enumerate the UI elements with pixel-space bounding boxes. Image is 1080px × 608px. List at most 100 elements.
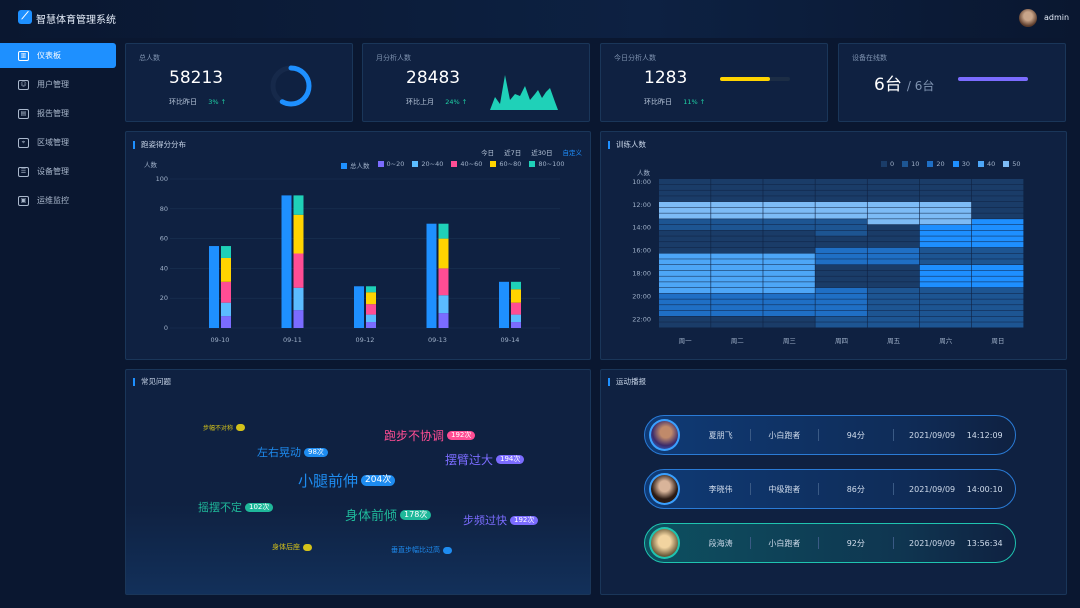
heatmap-cell[interactable] <box>659 242 711 248</box>
heatmap-cell[interactable] <box>763 276 815 282</box>
sidebar-item-users[interactable]: ☺ 用户管理 <box>0 72 116 97</box>
heatmap-cell[interactable] <box>919 224 972 231</box>
heatmap-cell[interactable] <box>659 253 711 259</box>
heatmap-cell[interactable] <box>867 287 920 294</box>
heatmap-cell[interactable] <box>867 224 920 231</box>
bar-segment[interactable] <box>511 281 521 290</box>
heatmap-cell[interactable] <box>919 207 972 213</box>
heatmap-cell[interactable] <box>867 236 920 242</box>
issue-tag[interactable]: 摇摆不定 102次 <box>198 499 274 515</box>
heatmap-cell[interactable] <box>711 287 763 294</box>
heatmap-cell[interactable] <box>763 196 815 202</box>
heatmap-cell[interactable] <box>711 282 763 288</box>
issue-tag[interactable]: 垂直步幅比过高 <box>391 545 452 555</box>
bar-segment[interactable] <box>293 214 304 254</box>
heatmap-cell[interactable] <box>763 201 815 208</box>
heatmap-cell[interactable] <box>815 276 867 282</box>
heatmap-cell[interactable] <box>659 276 711 282</box>
heatmap-cell[interactable] <box>971 247 1024 253</box>
heatmap-cell[interactable] <box>867 316 920 322</box>
heatmap-cell[interactable] <box>763 282 815 288</box>
heatmap-cell[interactable] <box>659 184 711 190</box>
heatmap-cell[interactable] <box>815 179 867 185</box>
heatmap-cell[interactable] <box>659 213 711 219</box>
heatmap-cell[interactable] <box>971 242 1024 248</box>
tab-2[interactable]: 近30日 <box>531 149 553 157</box>
legend-item[interactable]: 20 <box>927 160 945 168</box>
heatmap-cell[interactable] <box>763 207 815 213</box>
issue-tag[interactable]: 身体前倾 178次 <box>345 505 432 524</box>
heatmap-cell[interactable] <box>919 190 972 196</box>
heatmap-cell[interactable] <box>971 196 1024 202</box>
heatmap-cell[interactable] <box>971 282 1024 288</box>
heatmap-cell[interactable] <box>815 184 867 190</box>
heatmap-cell[interactable] <box>711 247 763 253</box>
heatmap-cell[interactable] <box>763 270 815 276</box>
heatmap-cell[interactable] <box>919 310 972 317</box>
heatmap-cell[interactable] <box>867 230 920 236</box>
heatmap-cell[interactable] <box>919 270 972 276</box>
heatmap-cell[interactable] <box>659 322 711 328</box>
heatmap-cell[interactable] <box>711 293 763 299</box>
heatmap-cell[interactable] <box>971 276 1024 282</box>
heatmap-cell[interactable] <box>815 201 867 208</box>
legend-item[interactable]: 0~20 <box>377 160 404 170</box>
heatmap-cell[interactable] <box>815 322 867 328</box>
heatmap-cell[interactable] <box>815 282 867 288</box>
heatmap-cell[interactable] <box>659 259 711 265</box>
heatmap-cell[interactable] <box>971 322 1024 328</box>
heatmap-cell[interactable] <box>659 282 711 288</box>
heatmap-cell[interactable] <box>763 316 815 322</box>
legend-item[interactable]: 40 <box>977 160 995 168</box>
bar-segment[interactable] <box>221 316 231 328</box>
heatmap-cell[interactable] <box>659 196 711 202</box>
heatmap-cell[interactable] <box>867 299 920 305</box>
heatmap-cell[interactable] <box>919 316 972 322</box>
sidebar-item-chart[interactable]: ▥ 仪表板 <box>0 43 116 68</box>
heatmap-cell[interactable] <box>659 247 711 253</box>
heatmap-cell[interactable] <box>867 253 920 259</box>
heatmap-cell[interactable] <box>711 270 763 276</box>
heatmap-cell[interactable] <box>919 293 972 299</box>
heatmap-cell[interactable] <box>763 305 815 311</box>
sidebar-item-monitor[interactable]: ▣ 运维监控 <box>0 188 116 213</box>
heatmap-cell[interactable] <box>763 236 815 242</box>
heatmap-cell[interactable] <box>971 270 1024 276</box>
heatmap-cell[interactable] <box>919 264 972 271</box>
bar-segment[interactable] <box>438 223 449 239</box>
heatmap-cell[interactable] <box>659 207 711 213</box>
heatmap-cell[interactable] <box>763 219 815 225</box>
tab-3[interactable]: 自定义 <box>562 149 583 157</box>
heatmap-cell[interactable] <box>659 236 711 242</box>
heatmap-cell[interactable] <box>971 305 1024 311</box>
heatmap-cell[interactable] <box>711 305 763 311</box>
heatmap-cell[interactable] <box>919 305 972 311</box>
legend-item[interactable]: 20~40 <box>412 160 443 170</box>
heatmap-cell[interactable] <box>815 247 867 253</box>
sidebar-item-report[interactable]: ▤ 报告管理 <box>0 101 116 126</box>
heatmap-cell[interactable] <box>971 236 1024 242</box>
heatmap-cell[interactable] <box>659 305 711 311</box>
sidebar-item-location[interactable]: ⌖ 区域管理 <box>0 130 116 155</box>
issue-tag[interactable]: 步频过快 192次 <box>463 512 539 528</box>
heatmap-cell[interactable] <box>659 190 711 196</box>
broadcast-row[interactable]: 夏朋飞 小白跑者 94分 2021/09/09 14:12:09 <box>644 415 1016 455</box>
heatmap-cell[interactable] <box>711 184 763 190</box>
bar-segment[interactable] <box>221 257 231 282</box>
heatmap-cell[interactable] <box>763 184 815 190</box>
heatmap-cell[interactable] <box>763 310 815 317</box>
heatmap-cell[interactable] <box>815 293 867 299</box>
bar-segment[interactable] <box>293 310 304 328</box>
heatmap-cell[interactable] <box>711 201 763 208</box>
heatmap-cell[interactable] <box>711 253 763 259</box>
heatmap-cell[interactable] <box>867 310 920 317</box>
bar-segment[interactable] <box>366 304 376 315</box>
heatmap-cell[interactable] <box>919 259 972 265</box>
heatmap-cell[interactable] <box>971 316 1024 322</box>
heatmap-cell[interactable] <box>815 305 867 311</box>
heatmap-cell[interactable] <box>815 219 867 225</box>
heatmap-cell[interactable] <box>763 322 815 328</box>
heatmap-cell[interactable] <box>659 201 711 208</box>
bar-total[interactable] <box>499 281 509 328</box>
heatmap-cell[interactable] <box>763 287 815 294</box>
